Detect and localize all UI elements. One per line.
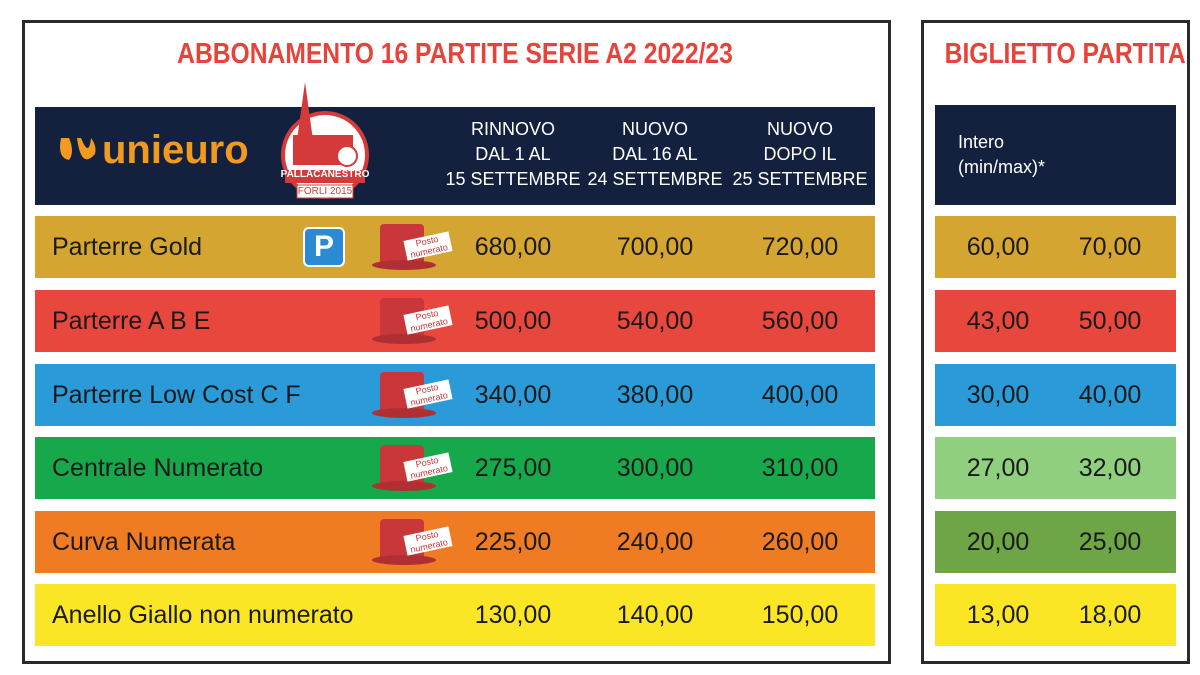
badge-top: PALLACANESTRO	[280, 169, 370, 180]
parking-icon: P	[303, 227, 345, 267]
row-name: Curva Numerata	[52, 528, 236, 556]
ticket-max: 18,00	[1078, 601, 1142, 629]
price: 225,00	[474, 528, 552, 556]
ticket-min: 27,00	[966, 454, 1030, 482]
ticket-header: (min/max)*	[958, 157, 1046, 177]
price: 130,00	[474, 601, 552, 629]
ticket-min: 13,00	[966, 601, 1030, 629]
subscription-panel	[22, 20, 891, 664]
price: 150,00	[761, 601, 839, 629]
ticket-min: 30,00	[966, 381, 1030, 409]
price: 140,00	[616, 601, 694, 629]
price: 275,00	[474, 454, 552, 482]
column-header: RINNOVO	[470, 119, 555, 139]
price: 340,00	[474, 381, 552, 409]
seat-icon-base	[372, 260, 436, 270]
seat-icon-base	[372, 481, 436, 491]
ticket-row-band	[935, 511, 1176, 573]
price: 300,00	[616, 454, 694, 482]
column-header: NUOVO	[621, 119, 688, 139]
ticket-header: Intero	[958, 132, 1005, 152]
ticket-max: 40,00	[1078, 381, 1142, 409]
ticket-max: 25,00	[1078, 528, 1142, 556]
logo-brand: unieuro	[102, 128, 249, 172]
ticket-row-band	[935, 290, 1176, 352]
ticket-header-band	[935, 105, 1176, 205]
row-band	[35, 290, 875, 352]
price: 380,00	[616, 381, 694, 409]
row-name: Parterre A B E	[52, 307, 211, 335]
column-header: DAL 1 AL	[475, 144, 551, 164]
price: 500,00	[474, 307, 552, 335]
title: ABBONAMENTO 16 PARTITE SERIE A2 2022/23	[177, 38, 733, 70]
row-band	[35, 584, 875, 646]
ticket-row-band	[935, 437, 1176, 499]
ticket-max: 70,00	[1078, 233, 1142, 261]
column-header: DOPO IL	[763, 144, 837, 164]
seat-icon-base	[372, 334, 436, 344]
column-header: 24 SETTEMBRE	[587, 169, 723, 189]
ticket-min: 20,00	[966, 528, 1030, 556]
row-band	[35, 364, 875, 426]
price: 560,00	[761, 307, 839, 335]
row-name: Anello Giallo non numerato	[52, 601, 354, 629]
row-band	[35, 437, 875, 499]
ticket-row-band	[935, 584, 1176, 646]
ticket-min: 60,00	[966, 233, 1030, 261]
ticket-row-band	[935, 216, 1176, 278]
row-name: Centrale Numerato	[52, 454, 264, 482]
price: 260,00	[761, 528, 839, 556]
column-header: DAL 16 AL	[612, 144, 698, 164]
seat-icon-base	[372, 408, 436, 418]
row-name: Parterre Low Cost C F	[52, 381, 301, 409]
column-header: 15 SETTEMBRE	[445, 169, 581, 189]
price: 720,00	[761, 233, 839, 261]
header-band	[35, 107, 875, 205]
price: 400,00	[761, 381, 839, 409]
column-header: 25 SETTEMBRE	[732, 169, 868, 189]
price: 240,00	[616, 528, 694, 556]
price: 310,00	[761, 454, 839, 482]
seat-icon-base	[372, 555, 436, 565]
row-band	[35, 216, 875, 278]
ticket-min: 43,00	[966, 307, 1030, 335]
logo-mark	[60, 138, 96, 160]
ticket-max: 32,00	[1078, 454, 1142, 482]
ticket-row-band	[935, 364, 1176, 426]
badge-bottom: FORLI 2015	[297, 186, 353, 197]
row-band	[35, 511, 875, 573]
price: 700,00	[616, 233, 694, 261]
ticket-title: BIGLIETTO PARTITA	[944, 38, 1186, 70]
ticket-max: 50,00	[1078, 307, 1142, 335]
club-badge	[281, 82, 369, 199]
price: 540,00	[616, 307, 694, 335]
price: 680,00	[474, 233, 552, 261]
ticket-panel	[921, 20, 1190, 664]
row-name: Parterre Gold	[52, 233, 203, 261]
column-header: NUOVO	[766, 119, 833, 139]
